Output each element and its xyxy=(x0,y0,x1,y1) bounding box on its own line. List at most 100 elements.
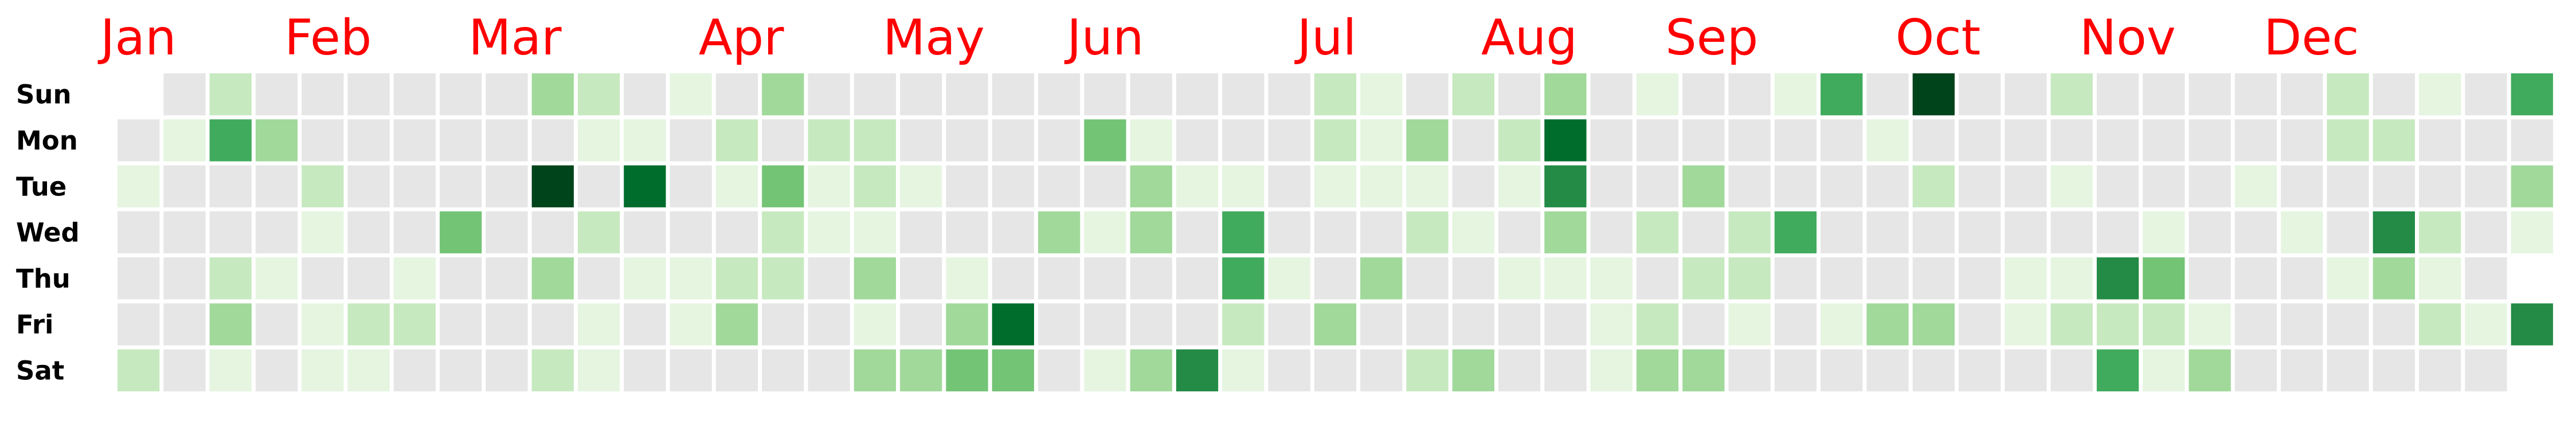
heatmap-cell xyxy=(854,165,896,207)
heatmap-cell xyxy=(1866,211,1909,254)
heatmap-cell xyxy=(2005,349,2047,392)
heatmap-cell xyxy=(1774,211,1817,254)
heatmap-cell xyxy=(992,119,1034,162)
heatmap-cell xyxy=(1912,211,1955,254)
heatmap-cell xyxy=(1912,349,1955,392)
heatmap-cell xyxy=(1498,349,1541,392)
heatmap-cell xyxy=(347,165,390,207)
heatmap-cell xyxy=(2143,211,2185,254)
heatmap-cell xyxy=(2465,73,2507,116)
heatmap-cell xyxy=(2234,211,2277,254)
heatmap-cell xyxy=(1821,73,1863,116)
heatmap-cell xyxy=(946,303,988,345)
day-label: Wed xyxy=(16,218,80,248)
heatmap-cell xyxy=(1314,257,1357,300)
heatmap-cell xyxy=(2327,349,2369,392)
month-label: Jun xyxy=(1064,9,1144,66)
heatmap-cell xyxy=(2050,73,2093,116)
heatmap-cell xyxy=(2005,211,2047,254)
heatmap-cell xyxy=(2189,303,2231,345)
heatmap-cell xyxy=(1406,303,1448,345)
heatmap-cell xyxy=(302,303,344,345)
heatmap-cell xyxy=(2511,303,2553,345)
heatmap-cell xyxy=(762,303,804,345)
heatmap-cell xyxy=(1866,73,1909,116)
heatmap-cell xyxy=(1314,119,1357,162)
heatmap-cell xyxy=(1268,257,1310,300)
heatmap-cell xyxy=(715,303,758,345)
heatmap-cell xyxy=(1774,303,1817,345)
heatmap-cell xyxy=(2189,119,2231,162)
heatmap-cell xyxy=(531,165,574,207)
heatmap-cell xyxy=(1774,349,1817,392)
heatmap-cell xyxy=(1636,119,1679,162)
heatmap-cell xyxy=(946,165,988,207)
heatmap-cell xyxy=(2096,303,2139,345)
heatmap-cell xyxy=(440,165,482,207)
heatmap-cell xyxy=(624,349,666,392)
heatmap-cell xyxy=(486,303,528,345)
heatmap-cell xyxy=(2373,349,2415,392)
heatmap-cell xyxy=(2143,73,2185,116)
heatmap-cell xyxy=(2143,119,2185,162)
heatmap-cell xyxy=(1728,257,1771,300)
heatmap-cell xyxy=(2050,257,2093,300)
heatmap-cell xyxy=(1866,257,1909,300)
heatmap-cell xyxy=(1590,119,1632,162)
heatmap-cell xyxy=(808,119,850,162)
heatmap-cell xyxy=(2465,303,2507,345)
heatmap-cell xyxy=(1038,303,1080,345)
heatmap-cell xyxy=(163,73,206,116)
heatmap-cell xyxy=(2189,165,2231,207)
heatmap-cell xyxy=(209,165,252,207)
heatmap-cell xyxy=(1959,303,2001,345)
heatmap-cell xyxy=(1452,211,1494,254)
heatmap-cell xyxy=(1452,165,1494,207)
heatmap-cell xyxy=(1959,257,2001,300)
heatmap-cell xyxy=(486,211,528,254)
heatmap-cell xyxy=(1682,211,1725,254)
heatmap-cell xyxy=(1544,303,1587,345)
heatmap-cell xyxy=(2050,165,2093,207)
heatmap-cell xyxy=(2373,119,2415,162)
heatmap-cell xyxy=(1222,119,1264,162)
heatmap-cell xyxy=(2234,303,2277,345)
heatmap-cell xyxy=(1590,257,1632,300)
heatmap-cell xyxy=(715,73,758,116)
heatmap-cell xyxy=(1222,303,1264,345)
month-labels: Jan Feb Mar Apr May Jun Jul Aug Sep Oct Nov Dec xyxy=(97,9,2359,66)
heatmap-cell xyxy=(1544,349,1587,392)
heatmap-cell xyxy=(2327,73,2369,116)
heatmap-cell xyxy=(393,349,436,392)
heatmap-cell xyxy=(624,303,666,345)
heatmap-cell xyxy=(808,211,850,254)
heatmap-cell xyxy=(2281,303,2323,345)
heatmap-cell xyxy=(2373,211,2415,254)
heatmap-cell xyxy=(1176,165,1219,207)
heatmap-cell xyxy=(2096,119,2139,162)
heatmap-cell xyxy=(900,165,942,207)
heatmap-cell xyxy=(1314,211,1357,254)
heatmap-cell xyxy=(1360,73,1403,116)
heatmap-cell xyxy=(2327,257,2369,300)
heatmap-cell xyxy=(163,211,206,254)
heatmap-cell xyxy=(992,73,1034,116)
heatmap-cell xyxy=(1084,165,1126,207)
heatmap-cell xyxy=(578,119,620,162)
heatmap-cell xyxy=(2050,211,2093,254)
heatmap-cell xyxy=(2234,257,2277,300)
heatmap-cell xyxy=(2005,303,2047,345)
day-label: Thu xyxy=(16,264,71,294)
heatmap-cell xyxy=(531,119,574,162)
heatmap-cell xyxy=(2419,73,2461,116)
heatmap-cell xyxy=(854,73,896,116)
heatmap-cell xyxy=(2511,211,2553,254)
heatmap-cell xyxy=(209,119,252,162)
heatmap-cell xyxy=(118,211,160,254)
heatmap-cell xyxy=(2234,349,2277,392)
heatmap-cell xyxy=(1314,165,1357,207)
heatmap-cell xyxy=(670,349,712,392)
heatmap-cell xyxy=(1038,119,1080,162)
heatmap-cell xyxy=(2281,257,2323,300)
